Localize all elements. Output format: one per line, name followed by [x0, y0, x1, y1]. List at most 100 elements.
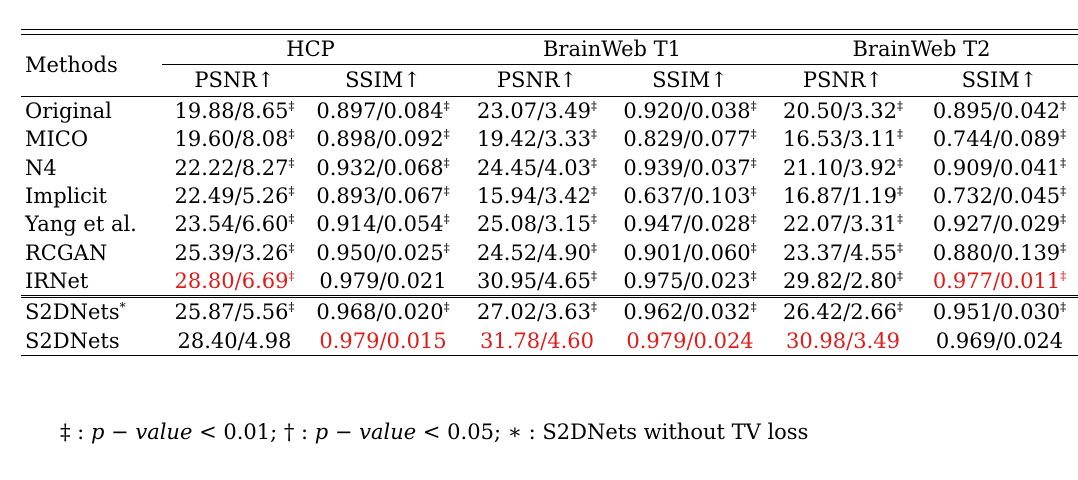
- method-label: Yang et al.: [25, 212, 137, 237]
- metric-value: 24.45/4.03: [477, 155, 591, 180]
- table-row: Implicit 22.49/5.26‡ 0.893/0.067‡ 15.94/3.4…: [21, 182, 1078, 210]
- metric-cell: 16.87/1.19‡: [765, 182, 921, 210]
- significance-mark: ‡: [896, 300, 903, 315]
- metric-value: 0.979/0.024: [626, 328, 754, 353]
- significance-mark: ‡: [1060, 99, 1067, 114]
- significance-mark: ‡: [590, 240, 597, 255]
- significance-mark: ‡: [590, 155, 597, 170]
- significance-mark: ‡: [288, 155, 295, 170]
- metric-value: 29.82/2.80: [783, 268, 897, 293]
- method-label: Implicit: [25, 184, 108, 209]
- metric-value: 0.968/0.020: [316, 300, 444, 325]
- footnote-part: < 0.01; † :: [192, 420, 315, 444]
- group-header-brainweb-t2: BrainWeb T2: [852, 37, 991, 61]
- metric-value: 23.07/3.49: [477, 99, 591, 124]
- significance-mark: ‡: [288, 240, 295, 255]
- metric-cell: 0.932/0.068‡: [307, 154, 459, 182]
- metric-cell: 0.947/0.028‡: [615, 210, 765, 238]
- significance-mark: ‡: [590, 127, 597, 142]
- table-row: MICO 19.60/8.08‡ 0.898/0.092‡ 19.42/3.33‡ 0.…: [21, 125, 1078, 153]
- significance-mark: ‡: [896, 155, 903, 170]
- metric-cell: 0.951/0.030‡: [921, 295, 1078, 327]
- metric-cell: 24.52/4.90‡: [459, 238, 615, 266]
- significance-mark: ‡: [443, 184, 450, 199]
- top-rule-second: [21, 34, 1078, 35]
- footnote-part: < 0.05; ∗ : S2DNets without TV loss: [416, 420, 809, 444]
- significance-mark: ‡: [750, 240, 757, 255]
- metric-value: 20.50/3.32: [783, 99, 897, 124]
- metric-cell: 19.88/8.65‡: [162, 96, 307, 126]
- significance-mark: ‡: [443, 127, 450, 142]
- significance-mark: ‡: [1060, 184, 1067, 199]
- significance-mark: ‡: [750, 155, 757, 170]
- metric-cell: 0.914/0.054‡: [307, 210, 459, 238]
- metric-cell: 0.950/0.025‡: [307, 238, 459, 266]
- significance-mark: ‡: [590, 184, 597, 199]
- metric-cell: 28.80/6.69‡: [162, 267, 307, 297]
- significance-mark: ‡: [590, 268, 597, 283]
- metric-value: 15.94/3.42: [477, 184, 591, 209]
- method-name: Original: [21, 96, 162, 126]
- metric-value: 0.950/0.025: [316, 240, 444, 265]
- metric-value: 27.02/3.63: [477, 300, 591, 325]
- method-name: Implicit: [21, 182, 162, 210]
- metric-cell: 30.95/4.65‡: [459, 267, 615, 297]
- metric-value: 24.52/4.90: [477, 240, 591, 265]
- metric-value: 0.897/0.084: [316, 99, 444, 124]
- metric-value: 0.898/0.092: [316, 127, 444, 152]
- metric-value: 28.80/6.69: [174, 268, 289, 293]
- significance-mark: ‡: [288, 268, 295, 283]
- metric-value: 0.880/0.139: [932, 240, 1061, 265]
- metric-value: 19.88/8.65: [174, 99, 289, 124]
- metric-cell: 0.968/0.020‡: [307, 295, 460, 327]
- metric-cell: 30.98/3.49: [765, 326, 922, 356]
- table-row: S2DNets 28.40/4.98 0.979/0.015 31.78/4.60 0.…: [21, 326, 1078, 356]
- metric-value: 28.40/4.98: [177, 328, 292, 353]
- table-row: S2DNets* 25.87/5.56‡ 0.968/0.020‡ 27.02/3.6…: [21, 295, 1078, 327]
- metric-value: 21.10/3.92: [783, 155, 897, 180]
- metric-value: 0.732/0.045: [932, 184, 1061, 209]
- metric-cell: 31.78/4.60: [459, 326, 616, 356]
- method-superscript: *: [119, 300, 126, 315]
- metric-cell: 0.829/0.077‡: [615, 125, 765, 153]
- metric-cell: 0.927/0.029‡: [921, 210, 1078, 238]
- metric-value: 31.78/4.60: [480, 328, 594, 353]
- table-row: N4 22.22/8.27‡ 0.932/0.068‡ 24.45/4.03‡ 0.93…: [21, 154, 1078, 182]
- metric-cell: 0.977/0.011‡: [921, 267, 1078, 297]
- significance-mark: ‡: [288, 300, 295, 315]
- significance-mark: ‡: [896, 184, 903, 199]
- metric-cell: 0.898/0.092‡: [307, 125, 459, 153]
- top-rule: [21, 29, 1078, 30]
- method-label: Original: [25, 99, 112, 124]
- method-label: MICO: [25, 127, 89, 152]
- significance-mark: ‡: [288, 127, 295, 142]
- metric-cell: 0.979/0.021: [307, 267, 459, 297]
- significance-mark: ‡: [896, 127, 903, 142]
- metric-cell: 23.37/4.55‡: [765, 238, 921, 266]
- metric-value: 23.37/4.55: [783, 240, 897, 265]
- significance-mark: ‡: [1060, 240, 1067, 255]
- method-label: S2DNets: [25, 328, 120, 353]
- table-row: Yang et al. 23.54/6.60‡ 0.914/0.054‡ 25.08/…: [21, 210, 1078, 238]
- significance-mark: ‡: [896, 212, 903, 227]
- metric-cell: 0.962/0.032‡: [615, 295, 766, 327]
- method-name: MICO: [21, 125, 162, 153]
- metric-cell: 0.744/0.089‡: [921, 125, 1078, 153]
- table-body: Original 19.88/8.65‡ 0.897/0.084‡ 23.07/3.4…: [21, 96, 1078, 356]
- method-name: Yang et al.: [21, 210, 162, 238]
- table-row: RCGAN 25.39/3.26‡ 0.950/0.025‡ 24.52/4.90‡ 0…: [21, 238, 1078, 266]
- metric-cell: 0.893/0.067‡: [307, 182, 459, 210]
- metric-value: 0.909/0.041: [932, 155, 1061, 180]
- metric-value: 30.98/3.49: [786, 328, 900, 353]
- significance-mark: ‡: [750, 99, 757, 114]
- metric-cell: 0.979/0.024: [615, 326, 766, 356]
- metric-value: 0.914/0.054: [316, 212, 444, 237]
- metric-value: 0.975/0.023: [623, 268, 751, 293]
- metric-value: 23.54/6.60: [174, 212, 289, 237]
- metric-value: 0.829/0.077: [623, 127, 751, 152]
- metric-value: 19.60/8.08: [174, 127, 289, 152]
- metric-value: 22.22/8.27: [174, 155, 289, 180]
- significance-mark: ‡: [896, 99, 903, 114]
- metric-value: 0.951/0.030: [932, 300, 1061, 325]
- significance-mark: ‡: [1060, 212, 1067, 227]
